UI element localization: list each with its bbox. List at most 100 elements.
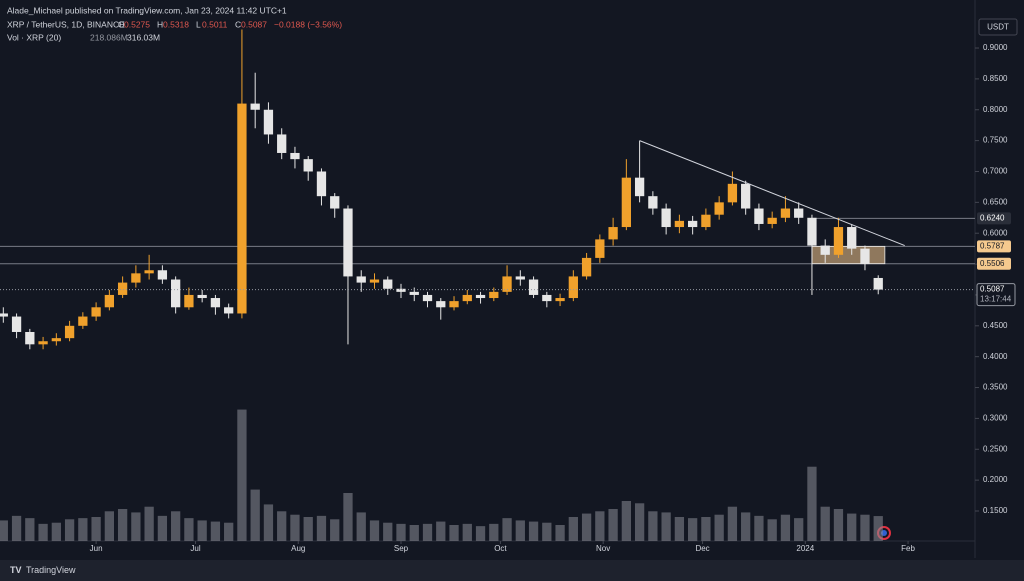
volume-bar <box>157 515 168 541</box>
candle-body <box>555 298 565 302</box>
ohlc-letter: C <box>235 19 241 29</box>
volume-bar <box>131 512 141 541</box>
candle-body <box>78 316 88 326</box>
volume-title: Vol · XRP (20) <box>7 32 61 42</box>
candle-body <box>794 208 804 218</box>
candle-body <box>436 301 446 308</box>
ohlc-letter: H <box>157 19 163 29</box>
ohlc-value: 0.5011 <box>202 19 228 29</box>
volume-bar <box>820 506 830 541</box>
candle-body <box>674 220 685 228</box>
volume-bar <box>727 506 738 541</box>
candle-body <box>38 341 48 345</box>
volume-bar <box>515 520 525 541</box>
volume-bar <box>343 493 353 541</box>
candle-body <box>343 208 353 277</box>
candle-body <box>701 214 711 228</box>
candle-body <box>64 325 75 339</box>
candle-body <box>250 103 260 110</box>
change: −0.0188 (−3.56%) <box>274 19 342 29</box>
candle-body <box>263 109 274 135</box>
volume-bar <box>502 518 512 541</box>
candle-body <box>661 208 671 228</box>
level-label: 0.6240 <box>980 214 1005 223</box>
candle-body <box>528 279 539 295</box>
volume-bar <box>171 511 181 541</box>
candle-body <box>25 331 35 345</box>
volume-bar <box>807 466 817 541</box>
ohlc-value: 0.5275 <box>124 19 150 29</box>
candle-body <box>117 282 128 295</box>
volume-bar <box>224 522 234 541</box>
volume-bar <box>661 512 671 541</box>
volume-bar <box>277 511 287 541</box>
volume-bar <box>780 514 791 541</box>
candle-body <box>224 307 234 314</box>
candle-body <box>237 103 247 314</box>
volume-bar <box>25 518 35 541</box>
y-tick-label: 0.9000 <box>983 43 1008 52</box>
volume-bar <box>833 509 844 541</box>
y-tick-label: 0.7000 <box>983 167 1008 176</box>
candle-body <box>634 177 645 197</box>
y-tick-label: 0.3500 <box>983 383 1008 392</box>
x-tick-label: Nov <box>596 544 610 553</box>
trendline <box>639 140 905 247</box>
candle-body <box>515 276 525 280</box>
level-tag <box>977 212 1011 225</box>
volume-bar <box>144 506 154 541</box>
ohlc-value: 0.5318 <box>163 19 189 29</box>
candle-body <box>741 183 751 209</box>
candle-body <box>449 301 459 308</box>
candle-body <box>475 294 486 299</box>
y-tick-label: 0.2000 <box>983 475 1008 484</box>
volume-bar <box>396 523 406 541</box>
volume-bar <box>648 511 658 541</box>
candle-body <box>144 270 154 274</box>
volume-bar <box>741 512 751 541</box>
volume-bar <box>117 509 128 541</box>
volume-bar <box>330 519 340 541</box>
currency-box[interactable] <box>978 18 1018 36</box>
volume-bar <box>104 511 115 541</box>
candle-body <box>820 245 830 255</box>
candle-body <box>330 196 340 209</box>
last-price-tag <box>976 283 1016 307</box>
volume-bar <box>210 521 221 541</box>
ohlc-value: 0.5087 <box>241 19 267 29</box>
level-label: 0.5787 <box>980 241 1005 250</box>
volume-ma: 316.03M <box>127 32 160 42</box>
volume-bar <box>873 516 883 541</box>
x-tick-label: Oct <box>494 544 507 553</box>
volume-bar <box>568 517 578 541</box>
candle-body <box>568 276 578 299</box>
x-tick-label: 2024 <box>796 544 814 553</box>
candle-body <box>131 273 141 283</box>
x-tick-label: Dec <box>695 544 709 553</box>
volume-bar <box>303 517 313 541</box>
volume-bar <box>316 515 327 541</box>
volume-bar <box>11 515 22 541</box>
volume-bar <box>0 520 8 541</box>
volume-bar <box>449 525 459 541</box>
volume-bar <box>422 523 433 541</box>
volume-bar <box>555 525 565 541</box>
candle-body <box>369 279 380 283</box>
y-tick-label: 0.3000 <box>983 414 1008 423</box>
candle-body <box>104 294 115 308</box>
volume-bar <box>674 517 685 541</box>
candle-body <box>0 313 8 317</box>
volume-bar <box>64 519 75 541</box>
volume-bar <box>356 512 366 541</box>
candle-body <box>11 316 22 332</box>
candle-body <box>489 291 499 299</box>
volume-value: 218.086M <box>90 32 128 42</box>
volume-bar <box>794 518 804 541</box>
candle-body <box>171 279 181 308</box>
candle-body <box>462 294 472 302</box>
candle-body <box>595 239 605 258</box>
y-tick-label: 0.1500 <box>983 506 1008 515</box>
candle-body <box>51 338 61 342</box>
ohlc-letter: L <box>196 19 201 29</box>
